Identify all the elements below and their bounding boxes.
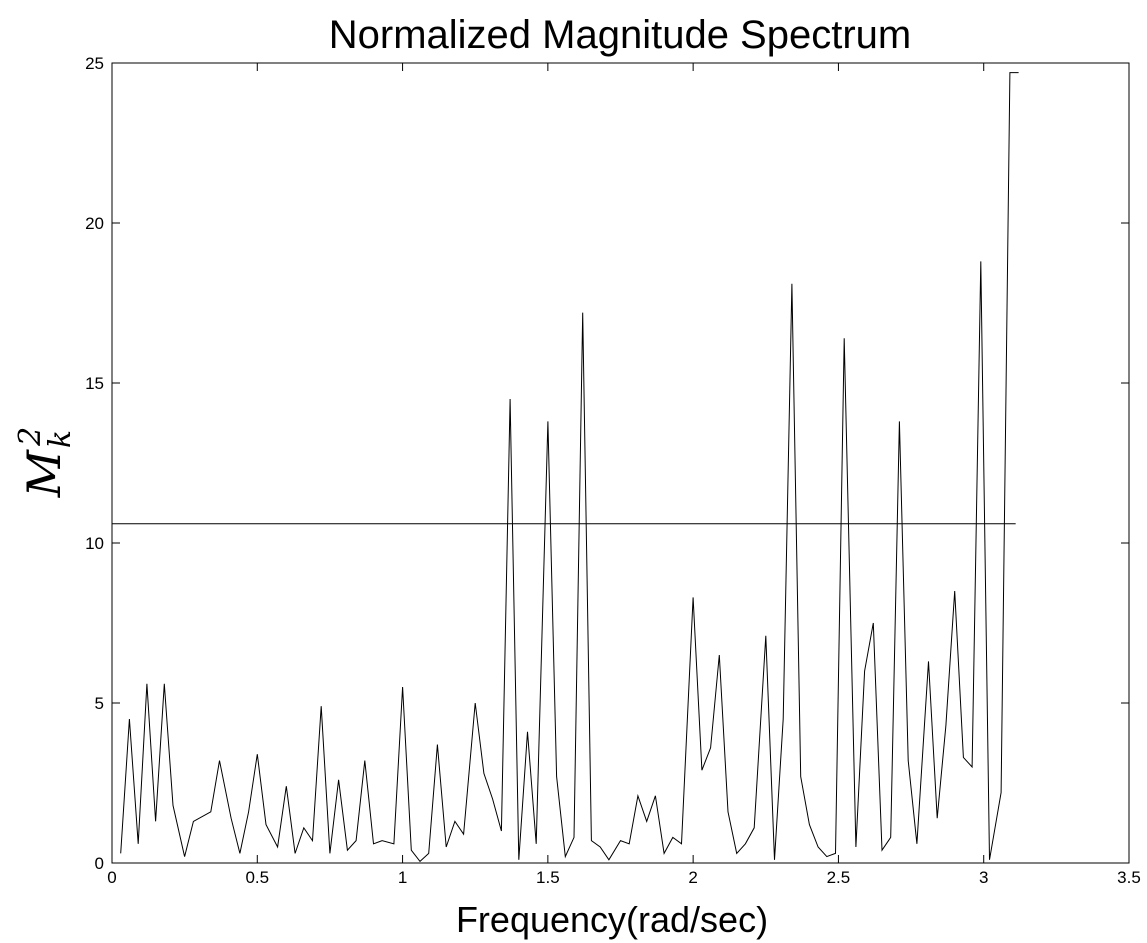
x-tick-label: 0.5 bbox=[245, 868, 269, 887]
y-axis-label: Mk2 bbox=[13, 427, 78, 498]
y-tick-label: 20 bbox=[85, 214, 104, 233]
x-tick-label: 3.5 bbox=[1117, 868, 1141, 887]
y-label-base: M bbox=[17, 448, 71, 498]
y-tick-label: 15 bbox=[85, 374, 104, 393]
x-tick-label: 1 bbox=[398, 868, 407, 887]
svg-text:Mk2: Mk2 bbox=[13, 427, 78, 498]
y-tick-label: 5 bbox=[95, 694, 104, 713]
x-tick-label: 2 bbox=[688, 868, 697, 887]
x-axis-label: Frequency(rad/sec) bbox=[456, 899, 768, 940]
x-axis: 0 0.5 1 1.5 2 2.5 3 3.5 bbox=[107, 63, 1141, 887]
plot-area-frame bbox=[111, 62, 1130, 864]
y-tick-label: 25 bbox=[85, 54, 104, 73]
x-tick-label: 0 bbox=[107, 868, 116, 887]
y-tick-label: 10 bbox=[85, 534, 104, 553]
x-tick-label: 2.5 bbox=[827, 868, 851, 887]
x-tick-label: 3 bbox=[979, 868, 988, 887]
x-tick-label: 1.5 bbox=[536, 868, 560, 887]
y-label-sup: 2 bbox=[13, 427, 48, 447]
chart-title: Normalized Magnitude Spectrum bbox=[329, 13, 911, 57]
y-axis: 0 5 10 15 20 25 bbox=[85, 54, 1129, 873]
y-label-sub: k bbox=[43, 430, 78, 448]
y-tick-label: 0 bbox=[95, 854, 104, 873]
spectrum-series-line bbox=[120, 72, 1019, 863]
